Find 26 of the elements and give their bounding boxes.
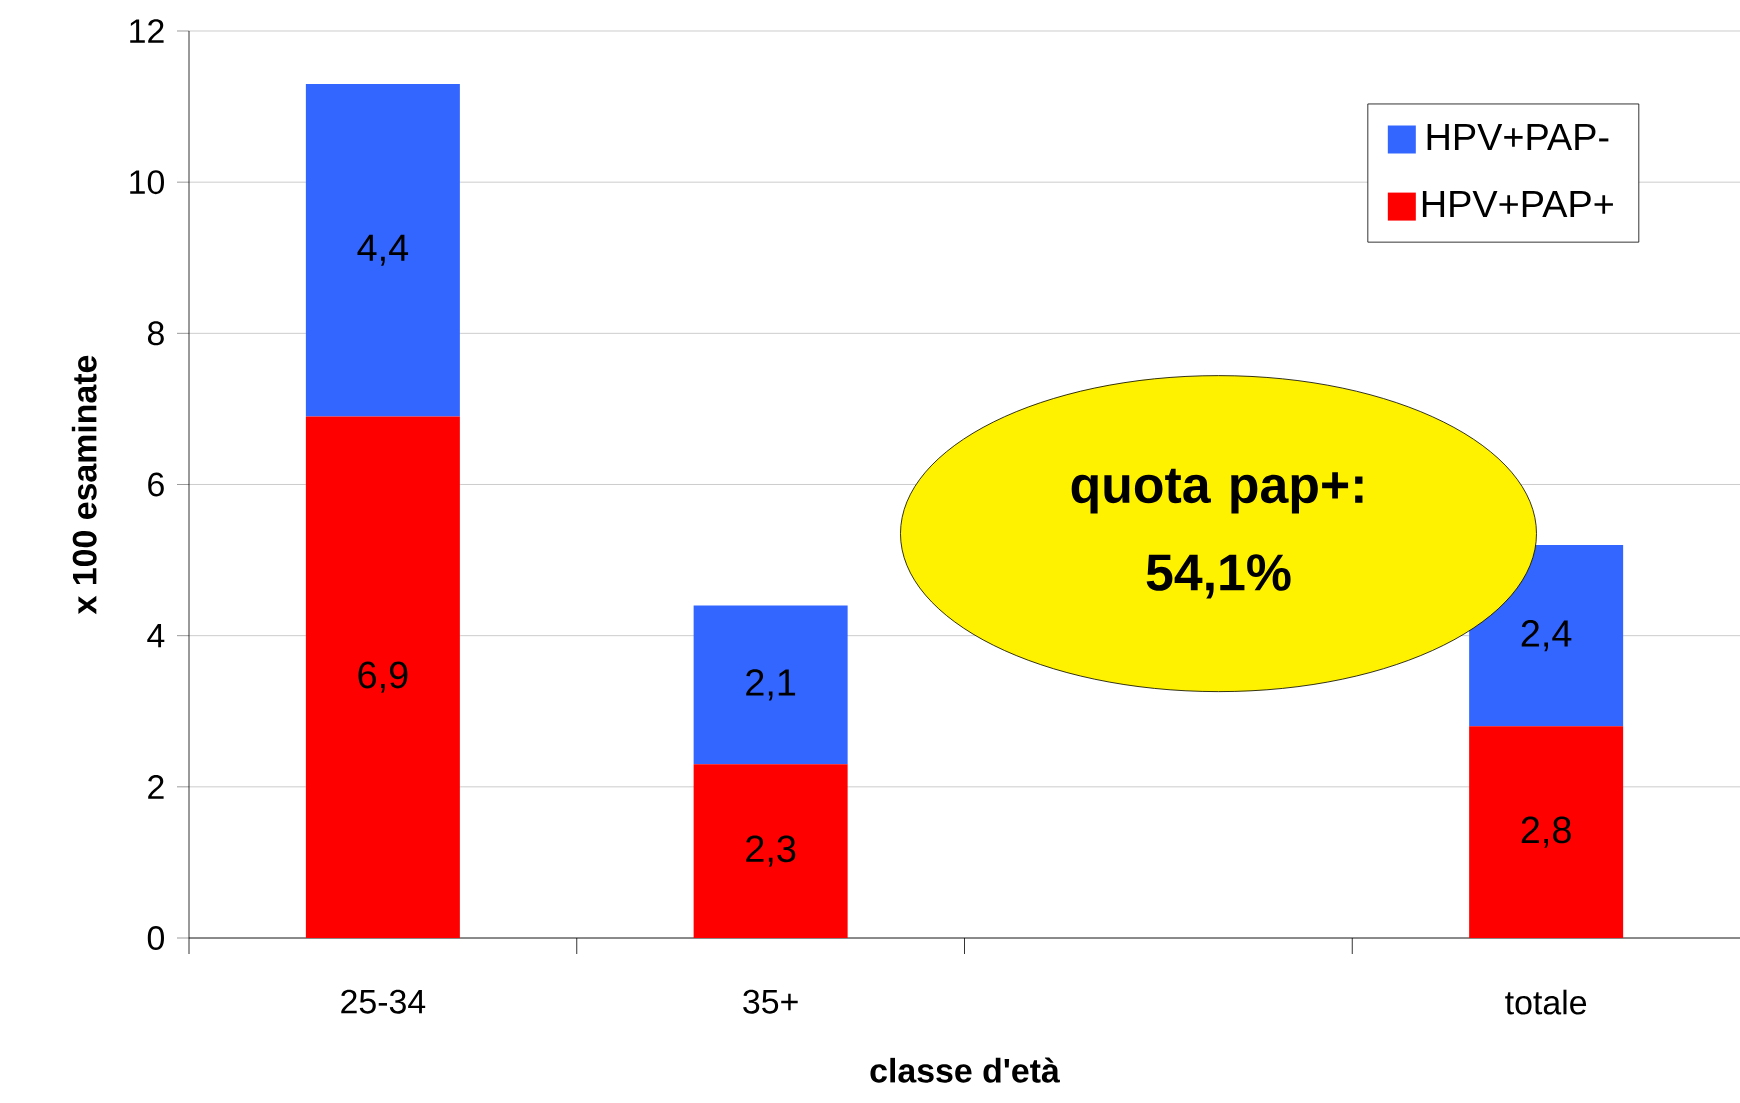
x-tick-label: totale [1505, 989, 1587, 1015]
y-tick-label: 8 [147, 321, 164, 346]
y-axis-title: x 100 esaminate [71, 355, 97, 615]
y-tick-label: 2 [148, 775, 164, 799]
data-label: 2,3 [746, 835, 796, 867]
y-tick-label: 4 [147, 624, 165, 648]
y-tick-label: 6 [148, 472, 164, 497]
x-tick-label: 25-34 [341, 989, 426, 1014]
data-label: 4,4 [357, 234, 409, 266]
legend-label: HPV+PAP- [1427, 123, 1609, 150]
bar [693, 764, 848, 938]
y-tick-label: 10 [130, 170, 164, 195]
data-label: 2,8 [1521, 816, 1571, 848]
data-label: 2,1 [746, 669, 796, 701]
legend-label: HPV+PAP+ [1422, 191, 1613, 218]
data-label: 2,4 [1521, 620, 1572, 652]
bar [305, 416, 460, 938]
y-tick-label: 12 [130, 19, 164, 43]
bar [693, 605, 848, 765]
bar [305, 83, 460, 417]
x-tick-label: 35+ [743, 989, 798, 1014]
data-label: 6,9 [358, 661, 408, 693]
bar [1469, 726, 1624, 938]
y-tick-label: 0 [147, 926, 164, 950]
annotation: quota pap+: 54,1% [1071, 468, 1363, 599]
x-axis-title: classe d'età [870, 1057, 1060, 1083]
